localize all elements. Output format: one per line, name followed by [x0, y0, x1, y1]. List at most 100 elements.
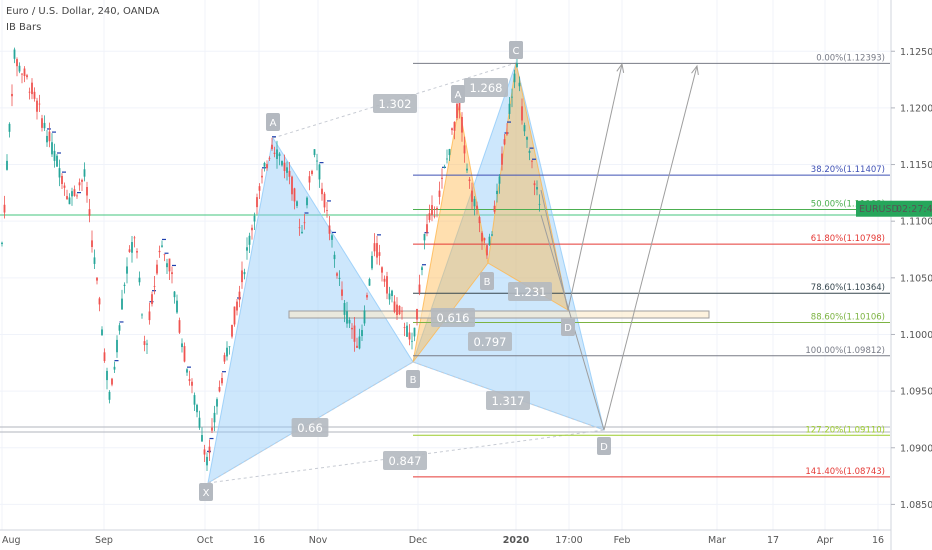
ratio-label: 0.66 [297, 421, 323, 435]
candle-body [201, 435, 203, 442]
pattern-point-label: X [203, 488, 210, 499]
candle-body [168, 258, 171, 272]
candle-body [216, 399, 218, 407]
candle-body [83, 169, 86, 177]
candle-body [301, 231, 303, 234]
candle-body [298, 227, 301, 229]
candle-body [113, 366, 116, 370]
candle-body [18, 65, 21, 72]
candle-body [323, 193, 326, 208]
candle-body [236, 301, 238, 311]
candle-body [208, 446, 211, 454]
candle-body [481, 232, 483, 242]
candle-body [488, 236, 491, 245]
candle-body [131, 242, 133, 253]
candle-body [141, 314, 143, 316]
candle-body [91, 240, 93, 248]
candle-body [63, 185, 66, 188]
price-tick-label: 1.11000 [900, 217, 932, 228]
candle-body [448, 149, 451, 156]
candle-body [443, 166, 446, 168]
candle-body [313, 149, 316, 155]
candle-body [146, 343, 148, 345]
candle-body [446, 158, 448, 160]
price-tag-symbol: EURUSD [859, 204, 899, 215]
ratio-label: 1.268 [470, 81, 503, 95]
candle-body [246, 247, 248, 251]
time-tick-label: Dec [409, 535, 427, 546]
candle-body [468, 179, 471, 181]
pattern-point-label: B [484, 277, 491, 288]
candle-body [196, 404, 198, 413]
candle-body [483, 238, 486, 241]
candle-body [151, 294, 153, 305]
candle-body [108, 391, 111, 400]
price-tick-label: 1.08500 [900, 500, 932, 511]
candle-body [21, 73, 23, 75]
ratio-label: 0.847 [389, 454, 422, 468]
candle-body [403, 327, 406, 328]
candle-body [351, 327, 353, 330]
price-tick-label: 1.12500 [900, 47, 932, 58]
ratio-label: 0.797 [474, 335, 507, 349]
candle-body [156, 264, 158, 274]
candle-body [338, 277, 341, 279]
candle-body [471, 190, 473, 202]
candle-body [268, 157, 271, 159]
candle-body [221, 377, 223, 384]
candle-body [436, 207, 438, 210]
candle-body [321, 188, 323, 195]
pattern-point-box [199, 483, 213, 501]
candle-body [533, 183, 536, 186]
ratio-box [508, 282, 552, 301]
pattern-point-box [406, 370, 420, 388]
candle-body [263, 162, 266, 167]
candle-body [86, 186, 88, 196]
candle-body [358, 336, 361, 349]
candle-body [128, 249, 131, 252]
candle-body [51, 142, 53, 155]
candle-body [38, 103, 41, 105]
candle-body [73, 189, 76, 196]
ratio-box [486, 391, 530, 410]
pattern-point-label: A [270, 118, 277, 129]
fib-level-label: 61.80%(1.10798) [811, 234, 885, 244]
candle-body [441, 177, 443, 179]
candle-body [6, 160, 8, 170]
candle-body [213, 412, 216, 423]
candle-body [106, 370, 108, 381]
ratio-label: 1.302 [379, 97, 412, 111]
projection-line [540, 189, 569, 311]
candle-body [176, 300, 178, 313]
candle-body [31, 82, 33, 95]
pattern-point-label: A [455, 90, 462, 101]
candle-body [461, 117, 463, 133]
price-tick-label: 1.11500 [900, 160, 932, 171]
candle-body [513, 73, 516, 83]
time-tick-label: 17:00 [555, 535, 582, 546]
pattern-point-box [561, 318, 575, 336]
time-tick-label: 16 [872, 535, 884, 546]
pattern-point-box [597, 437, 611, 455]
candle-body [501, 153, 503, 165]
candle-body [466, 168, 468, 171]
chart-title: Euro / U.S. Dollar, 240, OANDA [6, 6, 160, 17]
candle-body [46, 135, 48, 143]
candle-body [198, 417, 201, 428]
pattern-ratio-labels: 1.302 1.268 1.231 0.616 0.797 1.317 0.66 0.847 [291, 78, 552, 470]
candle-body [58, 168, 61, 178]
candle-body [318, 164, 321, 180]
candle-body [143, 341, 146, 346]
candle-body [181, 343, 183, 348]
price-tick-label: 1.12000 [900, 103, 932, 114]
candle-body [33, 91, 36, 99]
price-tick-label: 1.10000 [900, 330, 932, 341]
candles [1, 47, 541, 471]
candle-body [28, 91, 31, 93]
candle-body [433, 215, 436, 217]
fib-level-label: 100.00%(1.09812) [805, 346, 885, 356]
candle-body [373, 243, 376, 252]
candle-body [258, 186, 261, 191]
